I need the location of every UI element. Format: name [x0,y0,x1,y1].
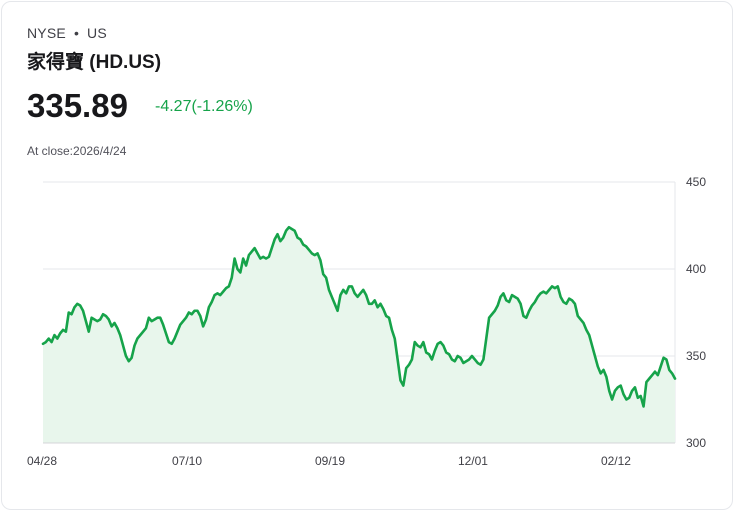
close-time: At close:2026/4/24 [27,144,127,158]
price-line [41,225,677,408]
x-tick-label: 04/28 [27,454,57,468]
exchange-label: NYSE [27,25,66,41]
stock-name: 家得寶 (HD.US) [27,52,162,73]
y-tick-label: 450 [686,175,706,189]
x-tick-label: 02/12 [601,454,631,468]
stock-price: 335.89 [27,87,128,124]
x-tick-label: 07/10 [172,454,202,468]
x-tick-label: 09/19 [315,454,345,468]
region-label: US [87,25,107,41]
y-tick-label: 400 [686,262,706,276]
exchange-line: NYSE • US [27,25,107,41]
price-area [43,227,675,443]
y-tick-label: 350 [686,349,706,363]
separator-dot: • [73,25,80,41]
x-tick-label: 12/01 [458,454,488,468]
y-tick-label: 300 [686,436,706,450]
price-change: -4.27(-1.26%) [155,98,253,115]
